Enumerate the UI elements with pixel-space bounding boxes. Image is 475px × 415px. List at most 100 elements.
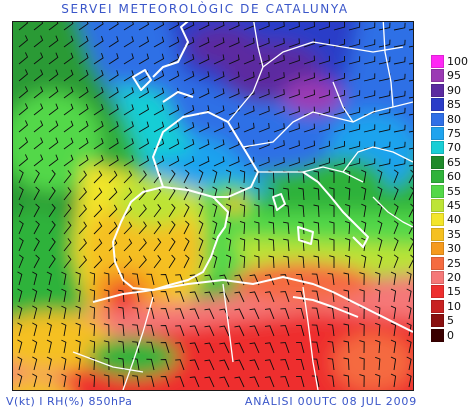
wind-barb	[93, 120, 104, 133]
wind-barb	[198, 37, 210, 48]
wind-barb	[108, 22, 119, 31]
wind-barb	[108, 204, 118, 218]
wind-barb	[390, 339, 397, 354]
wind-barb	[198, 254, 204, 269]
wind-barb	[378, 90, 391, 99]
wind-barb	[408, 169, 413, 184]
wind-barb	[168, 155, 180, 167]
wind-barb	[406, 356, 412, 371]
wind-barb	[234, 359, 245, 371]
wind-barb	[46, 373, 52, 388]
legend-swatch	[431, 127, 444, 140]
wind-barb	[189, 376, 200, 388]
wind-barb	[333, 123, 346, 133]
wind-barb	[249, 376, 260, 388]
wind-barb	[243, 122, 255, 133]
wind-barb	[283, 238, 290, 252]
legend-label: 90	[447, 83, 461, 97]
wind-barb	[108, 87, 119, 99]
wind-barb	[61, 356, 67, 371]
wind-barb	[33, 35, 44, 48]
wind-barb	[89, 357, 96, 371]
wind-barb	[280, 325, 290, 337]
legend-label: 80	[447, 112, 461, 126]
wind-barb	[264, 342, 275, 354]
wind-barb	[359, 323, 365, 337]
wind-barb	[183, 220, 190, 235]
wind-barb	[243, 71, 255, 82]
wind-barb	[108, 104, 119, 116]
wind-barb	[249, 342, 260, 354]
wind-barb	[303, 55, 315, 65]
wind-barb	[318, 140, 330, 150]
wind-barb	[93, 69, 104, 82]
wind-barb	[318, 55, 330, 65]
wind-barb	[123, 170, 133, 184]
analysis-timestamp: ANÀLISI 00UTC 08 JUL 2009	[244, 395, 417, 408]
wind-barb	[146, 273, 155, 286]
wind-barb	[75, 288, 81, 303]
wind-barb	[108, 70, 119, 82]
wind-barb	[303, 157, 315, 167]
wind-barb	[273, 123, 285, 133]
wind-barb	[198, 122, 210, 133]
wind-barb	[213, 139, 225, 150]
wind-barb	[348, 56, 361, 65]
wind-barb	[118, 323, 125, 337]
wind-barb	[75, 356, 81, 371]
wind-barb	[234, 342, 245, 354]
wind-barb	[63, 154, 74, 167]
legend-label: 100	[447, 55, 468, 68]
wind-barb	[288, 157, 300, 167]
wind-barb	[393, 22, 406, 31]
wind-barb	[168, 70, 180, 82]
wind-barb	[393, 186, 399, 201]
wind-barb	[213, 22, 225, 31]
wind-barb	[219, 376, 230, 388]
wind-barb	[348, 90, 361, 99]
wind-barb	[212, 220, 218, 235]
wind-barb	[18, 52, 29, 65]
wind-barb	[239, 220, 246, 235]
wind-barb	[283, 221, 290, 235]
wind-barb	[344, 203, 351, 218]
wind-barb	[93, 221, 103, 235]
wind-barb	[46, 339, 52, 354]
wind-barb	[123, 187, 133, 201]
wind-barb	[344, 220, 351, 235]
wind-barb	[393, 124, 406, 133]
wind-barb	[63, 69, 74, 82]
wind-barb	[408, 96, 413, 99]
wind-barb	[239, 254, 246, 269]
wind-barb	[18, 35, 29, 48]
wind-barb	[273, 89, 285, 99]
wind-barb	[18, 237, 24, 252]
wind-barb	[273, 140, 285, 150]
wind-barb	[48, 137, 59, 150]
wind-barb	[327, 272, 335, 286]
wind-barb	[393, 169, 399, 184]
wind-barb	[168, 220, 176, 235]
wind-barb	[393, 90, 406, 99]
wind-barb	[253, 204, 260, 218]
wind-barb	[377, 220, 383, 235]
wind-barb	[273, 38, 285, 48]
wind-barb	[198, 237, 204, 252]
wind-barb	[138, 22, 150, 31]
wind-barb	[393, 158, 406, 167]
wind-barb	[303, 38, 315, 48]
wind-barb	[363, 56, 376, 65]
wind-barb	[375, 339, 381, 354]
wind-barb	[273, 72, 285, 82]
wind-barb	[33, 69, 44, 82]
wind-barb	[204, 308, 215, 320]
wind-barb	[361, 169, 367, 184]
wind-barb	[264, 308, 275, 320]
coastlines	[72, 22, 413, 390]
wind-barb	[377, 254, 383, 269]
wind-barb	[378, 22, 391, 31]
wind-barb	[89, 272, 96, 286]
legend-label: 75	[447, 127, 461, 140]
wind-barb	[17, 373, 23, 388]
wind-barb	[93, 170, 103, 184]
